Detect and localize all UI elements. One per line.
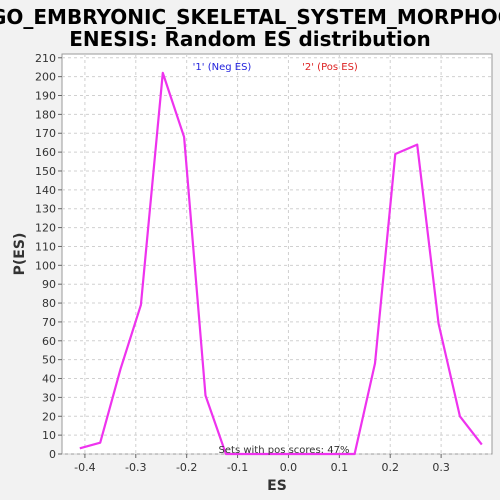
plot-area xyxy=(61,53,493,455)
y-tick-label: 110 xyxy=(35,240,56,253)
pos-scores-annotation: Sets with pos scores: 47% xyxy=(219,445,350,456)
y-axis-label: P(ES) xyxy=(12,233,28,276)
x-tick-label: 0.0 xyxy=(280,461,298,474)
y-tick-label: 30 xyxy=(42,391,56,404)
y-tick-label: 160 xyxy=(35,146,56,159)
y-tick-label: 90 xyxy=(42,278,56,291)
legend-neg-es: '1' (Neg ES) xyxy=(193,62,252,73)
x-axis-label: ES xyxy=(267,478,287,494)
x-tick-label: -0.2 xyxy=(176,461,197,474)
x-tick-label: -0.3 xyxy=(125,461,146,474)
x-tick-label: 0.1 xyxy=(331,461,349,474)
y-tick-label: 100 xyxy=(35,259,56,272)
y-tick-label: 210 xyxy=(35,52,56,65)
x-tick-label: -0.4 xyxy=(74,461,95,474)
series-layer xyxy=(79,71,483,456)
y-tick-label: 10 xyxy=(42,429,56,442)
y-tick-label: 130 xyxy=(35,203,56,216)
legend-pos-es: '2' (Pos ES) xyxy=(302,62,358,73)
x-axis-ticks: -0.4 -0.3 -0.2 -0.1 0.0 0.1 0.2 0.3 xyxy=(74,454,450,474)
y-tick-label: 180 xyxy=(35,108,56,121)
y-tick-label: 140 xyxy=(35,184,56,197)
y-tick-label: 0 xyxy=(49,448,56,461)
y-tick-label: 60 xyxy=(42,335,56,348)
grid-lines xyxy=(62,54,492,455)
chart-title-line-2: ENESIS: Random ES distribution xyxy=(69,27,431,51)
y-tick-label: 150 xyxy=(35,165,56,178)
y-tick-label: 50 xyxy=(42,354,56,367)
y-tick-label: 80 xyxy=(42,297,56,310)
y-tick-label: 70 xyxy=(42,316,56,329)
x-tick-label: -0.1 xyxy=(227,461,248,474)
y-tick-label: 20 xyxy=(42,410,56,423)
y-axis-ticks: 0 10 20 30 40 50 60 70 80 90 100 110 120 130 140 150 160… xyxy=(35,52,62,461)
y-tick-label: 200 xyxy=(35,71,56,84)
es-distribution-line xyxy=(79,71,483,456)
chart-title-line-1: GO_EMBRYONIC_SKELETAL_SYSTEM_MORPHOG xyxy=(0,5,500,29)
x-tick-label: 0.2 xyxy=(381,461,399,474)
y-tick-label: 40 xyxy=(42,373,56,386)
y-tick-label: 190 xyxy=(35,90,56,103)
y-tick-label: 120 xyxy=(35,222,56,235)
y-tick-label: 170 xyxy=(35,127,56,140)
x-tick-label: 0.3 xyxy=(432,461,450,474)
